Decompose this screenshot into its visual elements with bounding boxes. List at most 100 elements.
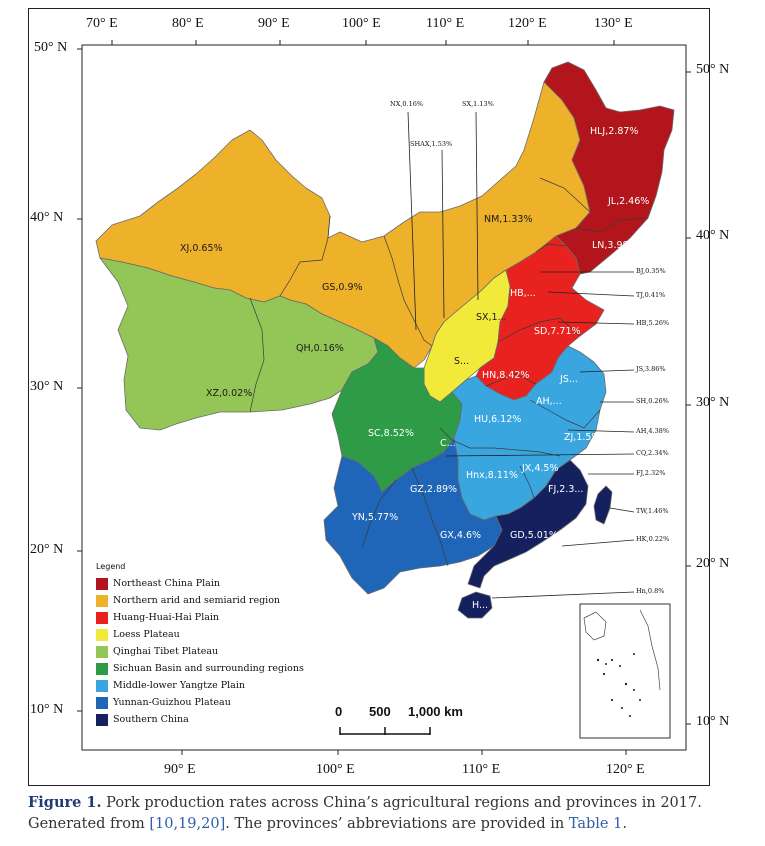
legend-item: Northern arid and semiarid region [96, 592, 346, 609]
caption-text-c: . [622, 816, 627, 832]
map-inner-border [81, 44, 687, 751]
legend-item-label: Northern arid and semiarid region [113, 595, 281, 606]
callout-label: TJ,0.41% [636, 291, 666, 299]
legend-item-label: Yunnan-Guizhou Plateau [113, 697, 231, 708]
bottom-tick-label: 90° E [164, 762, 196, 777]
legend-item-label: Huang-Huai-Hai Plain [113, 612, 220, 623]
top-tick-label: 90° E [258, 16, 290, 31]
callout-label: TW,1.46% [636, 507, 669, 515]
callout-label: SX,1.13% [462, 100, 494, 108]
legend-title: Legend [96, 562, 126, 571]
legend-item-label: Northeast China Plain [113, 578, 220, 589]
legend-swatch [96, 645, 108, 658]
legend-item: Huang-Huai-Hai Plain [96, 609, 346, 626]
legend-swatch [96, 577, 108, 590]
scale-bar [339, 727, 431, 735]
scale-label-1000: 1,000 km [408, 704, 463, 719]
province-label: HB,... [510, 288, 536, 299]
right-tick-label: 30° N [696, 395, 730, 410]
callout-lines [407, 111, 635, 599]
bottom-tick-label: 110° E [462, 762, 501, 777]
left-tick-label: 50° N [34, 40, 68, 55]
province-label: SC,8.52% [368, 428, 414, 439]
top-tick-label: 100° E [342, 16, 381, 31]
caption-text-a: Pork production rates across China’s agr… [28, 795, 702, 832]
province-label: C... [440, 438, 456, 449]
callout-label: NX,0.16% [390, 100, 424, 108]
province-label: S... [454, 356, 470, 367]
top-tick-label: 130° E [594, 16, 633, 31]
legend-swatch [96, 611, 108, 624]
left-tick-label: 40° N [30, 210, 64, 225]
figure-caption: Figure 1. Pork production rates across C… [28, 792, 748, 835]
bottom-tick-label: 120° E [606, 762, 645, 777]
legend-item: Southern China [96, 711, 346, 728]
province-label: H... [472, 600, 489, 611]
region-shapes [95, 61, 675, 619]
legend-swatch [96, 713, 108, 726]
legend-swatch [96, 662, 108, 675]
left-tick-label: 20° N [30, 542, 64, 557]
top-tick-label: 120° E [508, 16, 547, 31]
top-tick-label: 110° E [426, 16, 465, 31]
left-tick-label: 10° N [30, 702, 64, 717]
top-ticks [77, 40, 691, 755]
province-label: JS... [560, 374, 578, 385]
left-tick-label: 30° N [30, 379, 64, 394]
province-label: HU,6.12% [474, 414, 522, 425]
legend: Legend Northeast China Plain Northern ari… [96, 562, 346, 728]
callout-label: SHAX,1.53% [410, 140, 453, 148]
province-label: Hnx,8.11% [466, 470, 518, 481]
callout-label: AH,4.38% [636, 427, 670, 435]
legend-item-label: Sichuan Basin and surrounding regions [113, 663, 304, 674]
figure-label: Figure 1. [28, 794, 102, 811]
legend-item: Northeast China Plain [96, 575, 346, 592]
legend-item-label: Loess Plateau [113, 629, 180, 640]
caption-table-link[interactable]: Table 1 [568, 816, 623, 832]
callout-label: HB,5.26% [636, 319, 670, 327]
region-hainan [457, 591, 493, 619]
legend-item-label: Qinghai Tibet Plateau [113, 646, 219, 657]
province-label: YN,5.77% [352, 512, 399, 523]
caption-text-b: . The provinces’ abbreviations are provi… [225, 816, 569, 832]
legend-item-label: Middle-lower Yangtze Plain [113, 680, 245, 691]
region-taiwan [593, 485, 613, 525]
legend-swatch [96, 594, 108, 607]
legend-swatch [96, 679, 108, 692]
caption-refs-link[interactable]: [10,19,20] [149, 816, 226, 832]
province-label: QH,0.16% [296, 343, 344, 354]
legend-item: Loess Plateau [96, 626, 346, 643]
province-label: HN,8.42% [482, 370, 530, 381]
province-label: GS,0.9% [322, 282, 363, 293]
scale-label-0: 0 [335, 704, 343, 719]
province-label: SD,7.71% [534, 326, 581, 337]
province-label: SX,1... [476, 312, 507, 323]
south-china-sea-inset [579, 603, 671, 739]
right-tick-label: 10° N [696, 714, 730, 729]
callout-label: JS,3.86% [636, 365, 666, 373]
province-label: AH,... [536, 396, 562, 407]
right-tick-label: 40° N [696, 228, 730, 243]
legend-item: Middle-lower Yangtze Plain [96, 677, 346, 694]
bottom-tick-label: 100° E [316, 762, 355, 777]
province-label: XJ,0.65% [180, 243, 223, 254]
province-label: ZJ,1.5% [564, 432, 601, 443]
callout-label: SH,0.26% [636, 397, 669, 405]
scale-label-500: 500 [369, 704, 391, 719]
legend-item: Yunnan-Guizhou Plateau [96, 694, 346, 711]
legend-swatch [96, 696, 108, 709]
callout-label: HK,0.22% [636, 535, 670, 543]
province-label: GD,5.01% [510, 530, 558, 541]
top-tick-label: 80° E [172, 16, 204, 31]
province-label: NM,1.33% [484, 214, 533, 225]
region-northeast [543, 61, 675, 275]
province-label: HLJ,2.87% [590, 126, 639, 137]
callout-label: Hn,0.8% [636, 587, 665, 595]
province-borders [249, 177, 649, 567]
legend-item: Qinghai Tibet Plateau [96, 643, 346, 660]
province-label: JX,4.5% [522, 463, 559, 474]
province-label: JL,2.46% [608, 196, 650, 207]
right-tick-label: 50° N [696, 62, 730, 77]
legend-item-label: Southern China [113, 714, 189, 725]
